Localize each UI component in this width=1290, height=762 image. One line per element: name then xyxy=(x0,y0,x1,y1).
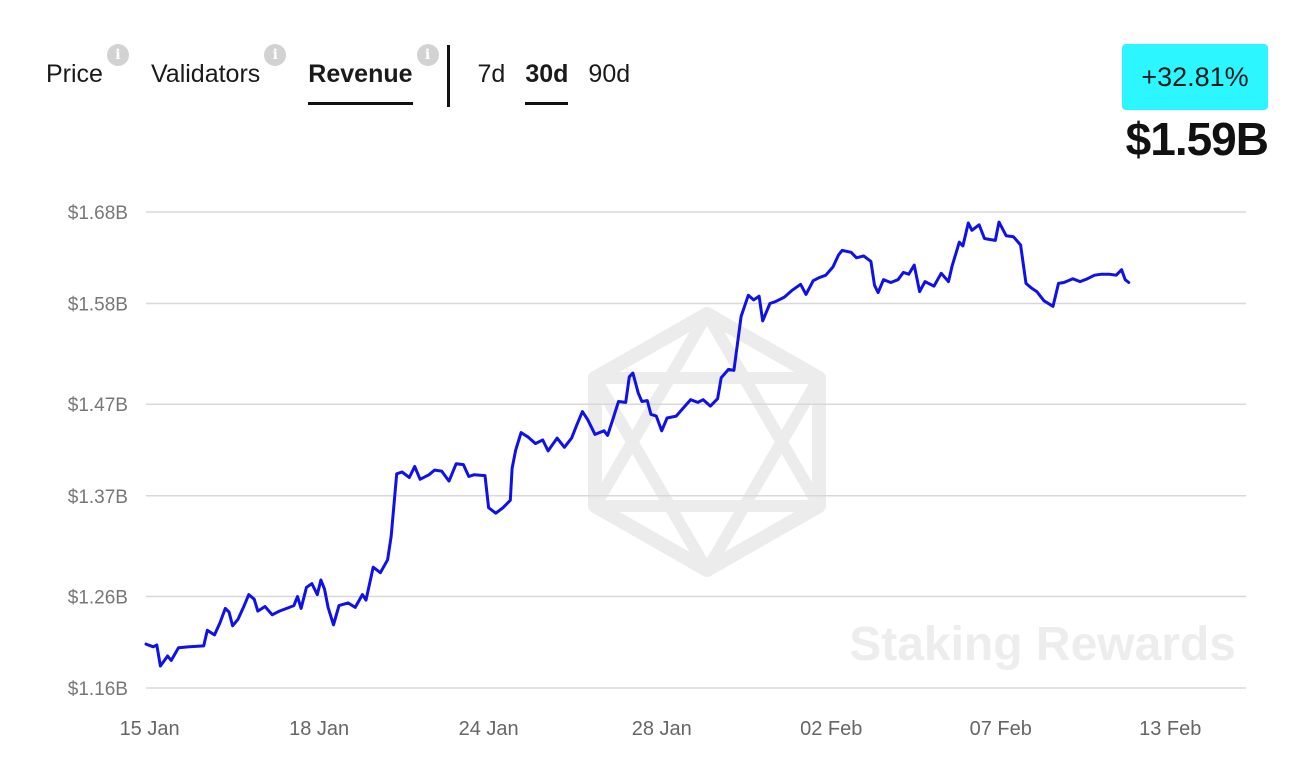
watermark-text: Staking Rewards xyxy=(849,618,1236,671)
y-tick-label: $1.68B xyxy=(68,203,128,224)
chart-tabs: Price i Validators i Revenue i 7d 30d 90d xyxy=(46,40,650,110)
y-tick-label: $1.26B xyxy=(68,587,128,608)
info-icon[interactable]: i xyxy=(416,44,439,66)
x-tick-label: 18 Jan xyxy=(289,718,349,740)
x-tick-label: 28 Jan xyxy=(632,718,692,740)
period-7d[interactable]: 7d xyxy=(477,60,506,88)
x-tick-label: 07 Feb xyxy=(970,718,1032,740)
x-tick-label: 24 Jan xyxy=(459,718,519,740)
current-value: $1.59B xyxy=(1125,113,1269,165)
x-tick-label: 15 Jan xyxy=(120,718,180,740)
tab-validators[interactable]: Validators i xyxy=(150,40,287,108)
period-90d[interactable]: 90d xyxy=(588,60,631,88)
revenue-series-line xyxy=(144,220,1131,668)
y-tick-label: $1.16B xyxy=(68,679,128,700)
y-tick-label: $1.37B xyxy=(68,487,128,508)
y-tick-label: $1.58B xyxy=(68,295,128,316)
tab-label: Revenue xyxy=(308,60,413,105)
tab-divider xyxy=(446,45,450,107)
tab-label: Price xyxy=(46,60,103,88)
tab-price[interactable]: Price i xyxy=(46,40,129,108)
x-tick-label: 13 Feb xyxy=(1139,718,1201,740)
change-badge: +32.81% xyxy=(1122,44,1268,110)
y-tick-label: $1.47B xyxy=(68,395,128,416)
tab-label: Validators xyxy=(150,60,261,88)
staking-rewards-logo-icon xyxy=(588,307,826,577)
info-icon[interactable]: i xyxy=(264,44,287,66)
x-tick-label: 02 Feb xyxy=(800,718,862,740)
tab-revenue[interactable]: Revenue i xyxy=(308,40,439,108)
info-icon[interactable]: i xyxy=(106,44,129,66)
period-30d[interactable]: 30d xyxy=(525,40,569,105)
